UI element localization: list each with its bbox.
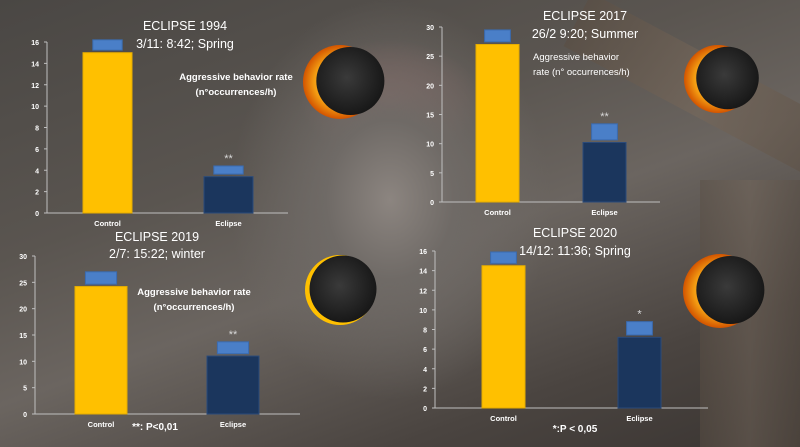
y-tick-label: 10 xyxy=(31,104,39,111)
significance-footnote: **: P<0,01 xyxy=(132,422,178,433)
y-tick-label: 30 xyxy=(19,254,27,261)
eclipse-moon-icon xyxy=(696,255,765,325)
y-tick-label: 16 xyxy=(31,40,39,47)
error-bar-control xyxy=(84,271,118,285)
chart-title: ECLIPSE 2017 xyxy=(543,9,627,23)
bar-control xyxy=(481,265,526,409)
y-tick-label: 8 xyxy=(423,328,427,335)
chart-subtitle: 2/7: 15:22; winter xyxy=(109,247,205,261)
chart-subtitle: 14/12: 11:36; Spring xyxy=(519,244,631,258)
error-bar-control xyxy=(484,29,511,43)
y-tick-label: 14 xyxy=(419,269,427,276)
y-tick-label: 8 xyxy=(35,126,39,133)
y-tick-label: 0 xyxy=(35,211,39,218)
significance-marker: * xyxy=(637,309,642,321)
y-tick-label: 12 xyxy=(31,83,39,90)
y-tick-label: 25 xyxy=(426,54,434,61)
y-tick-label: 2 xyxy=(423,386,427,393)
y-tick-label: 2 xyxy=(35,190,39,197)
chart-subtitle: 26/2 9:20; Summer xyxy=(532,27,638,41)
bar-eclipse xyxy=(617,336,662,409)
x-tick-label: Control xyxy=(490,414,517,423)
x-tick-label: Control xyxy=(88,420,115,429)
x-tick-label: Eclipse xyxy=(626,414,652,423)
chart-subtitle: 3/11: 8:42; Spring xyxy=(136,37,234,51)
significance-footnote: *:P < 0,05 xyxy=(553,424,598,435)
error-bar-eclipse xyxy=(213,165,244,175)
y-tick-label: 5 xyxy=(430,171,434,178)
y-tick-label: 0 xyxy=(430,200,434,207)
x-tick-label: Eclipse xyxy=(215,219,241,228)
y-tick-label: 0 xyxy=(423,406,427,413)
error-bar-control xyxy=(92,39,123,51)
y-tick-label: 14 xyxy=(31,61,39,68)
y-tick-label: 30 xyxy=(426,25,434,32)
eclipse-moon-icon xyxy=(316,46,385,116)
y-tick-label: 6 xyxy=(423,347,427,354)
y-tick-label: 10 xyxy=(19,359,27,366)
error-bar-eclipse xyxy=(626,321,653,336)
y-measure-label: Aggressive behavior rate xyxy=(179,72,293,83)
chart-title: ECLIPSE 2019 xyxy=(115,230,199,244)
y-tick-label: 15 xyxy=(426,113,434,120)
y-tick-label: 6 xyxy=(35,147,39,154)
y-tick-label: 4 xyxy=(423,367,427,374)
bar-eclipse xyxy=(582,142,627,203)
significance-marker: ** xyxy=(229,329,238,341)
y-tick-label: 4 xyxy=(35,168,39,175)
y-measure-label: (n°occurrences/h) xyxy=(154,302,235,313)
eclipse-moon-icon xyxy=(309,255,377,323)
y-tick-label: 20 xyxy=(426,83,434,90)
error-bar-eclipse xyxy=(591,123,618,141)
chart-title: ECLIPSE 2020 xyxy=(533,226,617,240)
y-tick-label: 15 xyxy=(19,333,27,340)
chart-title: ECLIPSE 1994 xyxy=(143,19,227,33)
error-bar-eclipse xyxy=(216,341,250,355)
y-tick-label: 10 xyxy=(426,142,434,149)
bar-eclipse xyxy=(206,355,260,415)
bar-eclipse xyxy=(203,176,254,214)
y-tick-label: 10 xyxy=(419,308,427,315)
x-tick-label: Control xyxy=(94,219,121,228)
y-measure-label: Aggressive behavior xyxy=(533,52,619,63)
y-tick-label: 25 xyxy=(19,280,27,287)
y-tick-label: 5 xyxy=(23,386,27,393)
significance-marker: ** xyxy=(600,111,609,123)
bar-control xyxy=(74,286,128,415)
eclipse-moon-icon xyxy=(696,46,759,110)
x-tick-label: Eclipse xyxy=(591,208,617,217)
error-bar-control xyxy=(490,251,517,264)
y-measure-label: (n°occurrences/h) xyxy=(196,87,277,98)
x-tick-label: Eclipse xyxy=(220,420,246,429)
y-tick-label: 0 xyxy=(23,412,27,419)
y-measure-label: Aggressive behavior rate xyxy=(137,287,251,298)
x-tick-label: Control xyxy=(484,208,511,217)
y-tick-label: 16 xyxy=(419,249,427,256)
significance-marker: ** xyxy=(224,153,233,165)
y-tick-label: 20 xyxy=(19,307,27,314)
y-tick-label: 12 xyxy=(419,288,427,295)
y-measure-label: rate (n° occurrences/h) xyxy=(533,67,630,78)
bar-control xyxy=(82,52,133,214)
bar-control xyxy=(475,44,520,203)
